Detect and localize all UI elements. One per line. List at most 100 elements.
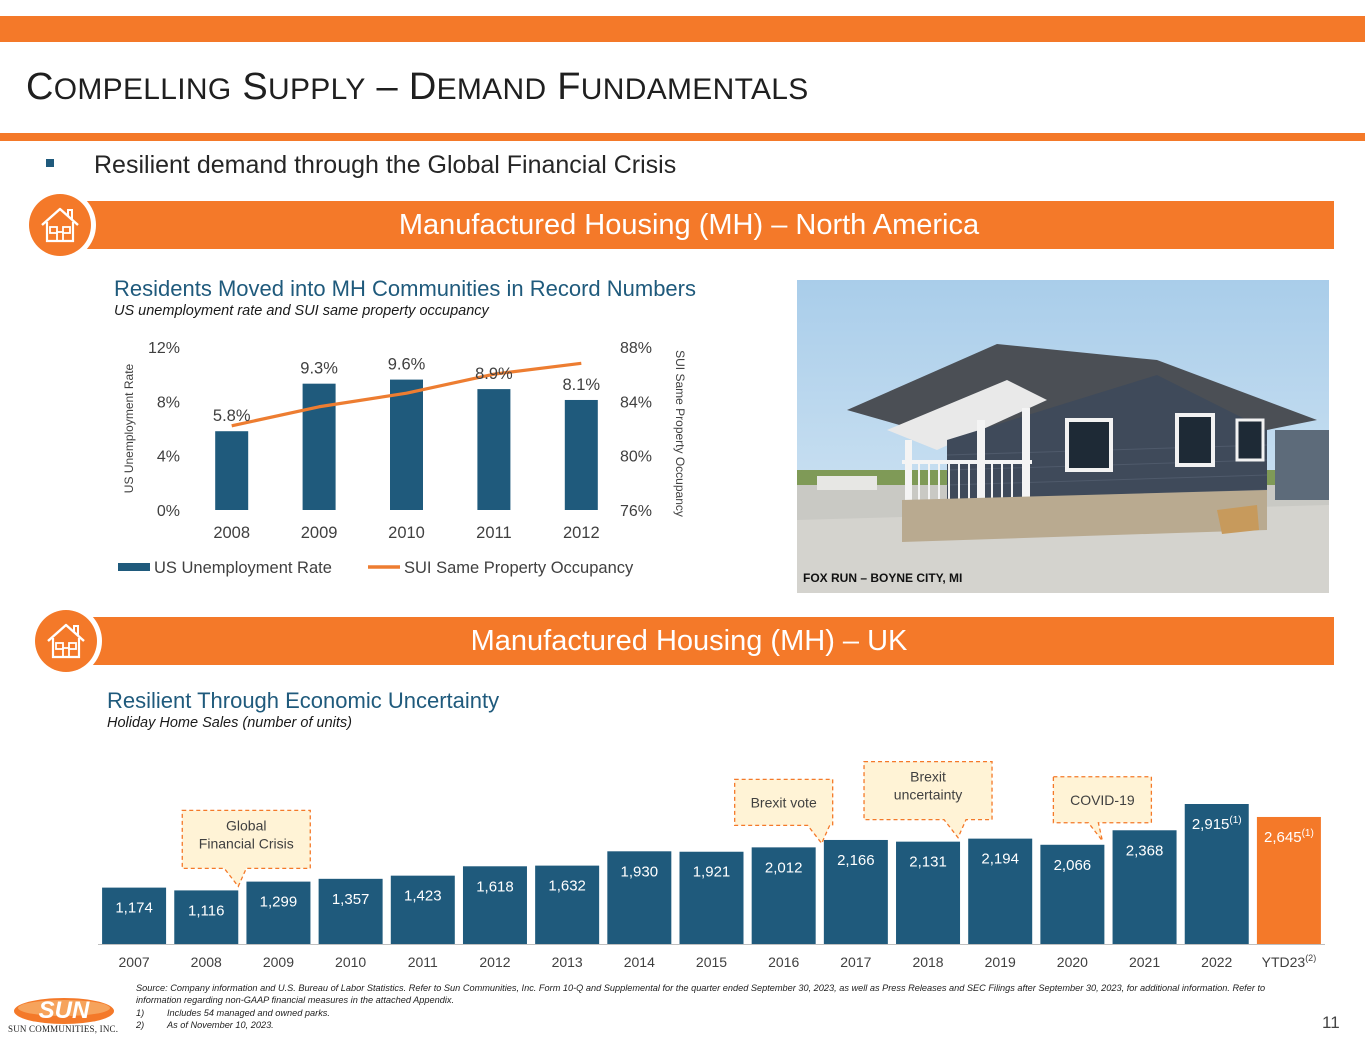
bar-data-label: 1,930	[621, 863, 659, 880]
bar-data-label: 2,645(1)	[1264, 828, 1314, 846]
x-tick-label: 2013	[552, 954, 583, 970]
bar-sales	[318, 878, 383, 944]
callout-text: COVID-19	[1070, 792, 1135, 808]
x-tick-label: 2009	[301, 524, 338, 542]
chart1-subtitle: US unemployment rate and SUI same proper…	[114, 303, 489, 319]
callout-text: uncertainty	[894, 787, 962, 803]
title-cap: –	[365, 66, 398, 108]
bar-sales	[174, 890, 239, 944]
x-tick-label: 2011	[408, 954, 438, 970]
bar-data-label: 5.8%	[213, 407, 251, 425]
bullet-text: Resilient demand through the Global Fina…	[94, 151, 677, 179]
x-tick-label: 2018	[912, 954, 943, 970]
bar-sales	[896, 841, 961, 944]
title-cap: C	[26, 66, 54, 108]
logo-word: SUN	[39, 997, 90, 1024]
footnote-2: 2) As of November 10, 2023.	[136, 1020, 274, 1030]
bar-sales	[1184, 804, 1249, 944]
legend-swatch-bar	[118, 563, 150, 571]
bar-data-label: 1,921	[693, 864, 731, 881]
callout-box	[1052, 776, 1153, 842]
callout-box	[734, 778, 834, 845]
title-underline	[0, 133, 1365, 141]
holiday-home-sales-chart: 1,174 2007 1,116 2008 1,299 2009 1,357 2010 1,42…	[98, 761, 1325, 970]
x-tick-label: 2016	[768, 954, 799, 970]
footnote-1: 1) Includes 54 managed and owned parks.	[136, 1008, 330, 1018]
bar-data-label: 8.1%	[562, 376, 600, 394]
bar-data-label: 1,116	[188, 902, 224, 919]
house-badge-north-america	[24, 189, 96, 261]
x-tick-label: 2019	[985, 954, 1016, 970]
title-cap: D	[397, 66, 437, 108]
x-tick-label: 2008	[191, 954, 222, 970]
bar-data-label: 1,618	[476, 878, 514, 895]
label-superscript: (1)	[1229, 815, 1241, 826]
x-tick-label: 2017	[840, 954, 871, 970]
bar-sales	[679, 851, 744, 944]
bar-unemployment	[302, 383, 336, 510]
section-band-uk: Manufactured Housing (MH) – UK	[44, 617, 1334, 665]
x-tick-label: 2021	[1129, 954, 1160, 970]
bar-sales	[462, 866, 527, 944]
source-note: Source: Company information and U.S. Bur…	[136, 983, 1266, 1005]
bar-data-label: 1,632	[548, 878, 586, 895]
x-tick-label: 2011	[476, 524, 511, 542]
title-cap: F	[546, 66, 581, 108]
bar-data-label: 9.3%	[300, 360, 338, 378]
bar-sales	[823, 839, 888, 944]
callout-annotation: COVID-19	[1052, 776, 1153, 842]
label-superscript: (1)	[1302, 828, 1314, 839]
bar-data-label: 1,174	[115, 900, 153, 917]
bar-sales	[751, 847, 816, 944]
callout-box	[863, 761, 993, 839]
bullet-marker	[46, 159, 54, 167]
category-superscript: (2)	[1305, 953, 1316, 963]
x-tick-label: 2007	[119, 954, 150, 970]
sun-logo: SUN	[6, 995, 118, 1035]
bar-data-label: 2,915(1)	[1192, 815, 1242, 833]
bar-data-label: 1,423	[404, 888, 442, 905]
bar-data-label: 2,066	[1054, 857, 1092, 874]
bar-unemployment	[477, 389, 511, 510]
photo-caption: FOX RUN – BOYNE CITY, MI	[803, 571, 963, 585]
callout-annotation: Brexit vote	[734, 778, 834, 845]
y2-axis-title: SUI Same Property Occupancy	[673, 350, 687, 517]
bar-sales	[1040, 844, 1105, 944]
x-tick-label: 2014	[624, 954, 655, 970]
unemployment-occupancy-chart: 0% 4% 8% 12% 76% 80% 84% 88% US Unemployment Rat…	[118, 340, 687, 577]
y2-tick-label: 84%	[620, 394, 652, 411]
bar-sales	[1112, 830, 1177, 944]
y-tick-label: 0%	[157, 503, 180, 520]
legend-label-line: SUI Same Property Occupancy	[404, 559, 634, 577]
logo-text: SUN COMMUNITIES, INC.	[8, 1024, 119, 1034]
community-photo	[797, 280, 1329, 593]
bar-data-label: 1,357	[332, 891, 370, 908]
y2-tick-label: 88%	[620, 340, 652, 357]
bar-data-label: 2,012	[765, 859, 803, 876]
callout-text: Global	[226, 817, 266, 833]
y2-tick-label: 80%	[620, 449, 652, 466]
callout-box	[181, 809, 311, 888]
title-rest: EMAND	[436, 73, 547, 106]
bar-unemployment	[564, 399, 598, 510]
x-tick-label: YTD23(2)	[1262, 953, 1317, 970]
bar-sales	[968, 838, 1033, 944]
callout-text: Brexit	[910, 769, 946, 785]
page-title: COMPELLING SUPPLY – DEMAND FUNDAMENTALS	[26, 66, 809, 109]
chart2-subtitle: Holiday Home Sales (number of units)	[107, 715, 352, 731]
x-tick-label: 2022	[1201, 954, 1232, 970]
title-rest: UPPLY	[268, 73, 366, 106]
page-number: 11	[1322, 1013, 1340, 1032]
bar-sales	[535, 865, 600, 944]
x-tick-label: 2010	[335, 954, 366, 970]
x-tick-label: 2012	[563, 524, 600, 542]
section-band-north-america: Manufactured Housing (MH) – North Americ…	[44, 201, 1334, 249]
bar-data-label: 9.6%	[388, 356, 426, 374]
bar-sales	[1256, 816, 1321, 944]
callout-text: Brexit vote	[751, 794, 817, 810]
house-badge-uk	[30, 605, 102, 677]
top-accent-bar	[0, 16, 1365, 42]
y-tick-label: 12%	[148, 340, 180, 357]
bar-unemployment	[390, 379, 423, 510]
callout-annotation: Brexit uncertainty	[863, 761, 993, 839]
